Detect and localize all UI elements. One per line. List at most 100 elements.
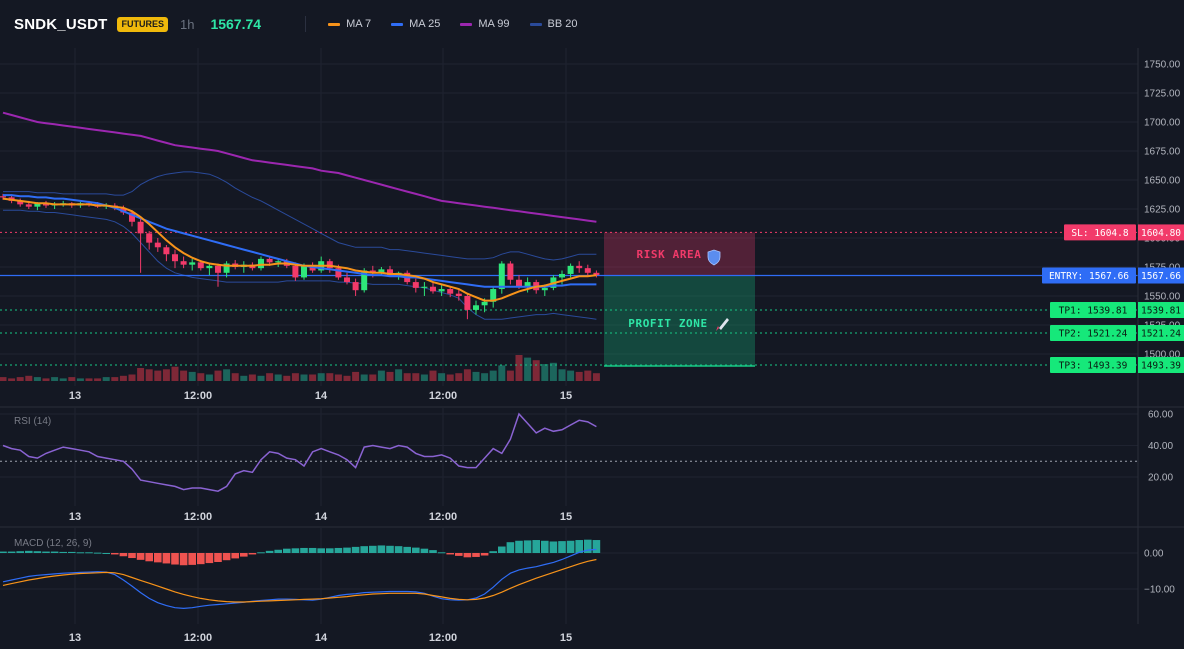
volume-bar <box>119 375 127 381</box>
legend-ma7[interactable]: MA 7 <box>328 18 371 30</box>
macd-histogram-bar <box>506 542 515 553</box>
symbol-name[interactable]: SNDK_USDT <box>14 15 108 33</box>
candle-body <box>258 258 264 269</box>
macd-histogram-bar <box>119 553 128 557</box>
macd-histogram-bar <box>326 548 334 553</box>
macd-title[interactable]: MACD (12, 26, 9) <box>14 538 92 549</box>
market-type-badge: FUTURES <box>117 16 168 32</box>
line-swatch-icon <box>391 22 404 26</box>
candle-body <box>189 262 196 265</box>
level-tags: SL: 1604.8 1604.80 ENTRY: 1567.66 1567.66 TP… <box>1042 224 1184 373</box>
candle-body <box>266 258 273 263</box>
tp2-tag <box>1050 325 1136 341</box>
chart-header: SNDK_USDT FUTURES 1h 1567.74 MA 7 MA 25 … <box>0 0 1184 48</box>
volume-bar <box>33 377 41 381</box>
stop-loss-price-text: 1604.80 <box>1141 228 1181 239</box>
volume-bar <box>498 365 506 381</box>
macd-histogram-bar <box>85 552 93 554</box>
candle-body <box>524 282 531 287</box>
tp3-price-box <box>1138 357 1184 373</box>
volume-bar <box>128 374 136 381</box>
time-tick-label: 12:00 <box>429 511 457 523</box>
time-tick-label: 12:00 <box>184 632 212 644</box>
candle-body <box>438 289 445 292</box>
time-tick-label: 14 <box>315 511 328 523</box>
time-tick-label: 13 <box>69 390 81 402</box>
candle-body <box>473 305 479 310</box>
macd-histogram-bar <box>136 553 145 560</box>
candle-body <box>25 204 32 207</box>
volume-bar <box>197 373 205 381</box>
macd-histogram-bar <box>25 550 33 553</box>
macd-pane: 0.00 −10.00 <box>0 539 1175 610</box>
candle-body <box>163 247 170 255</box>
entry-price-box <box>1138 267 1184 284</box>
macd-histogram-bar <box>472 553 480 557</box>
rsi-title[interactable]: RSI (14) <box>14 416 51 427</box>
candle-body <box>223 263 230 273</box>
volume-bar <box>463 369 471 381</box>
volume-bar <box>162 369 170 381</box>
macd-histogram-bar <box>394 546 403 553</box>
candle-body <box>498 263 505 290</box>
candle-body <box>172 254 178 262</box>
legend-bb20[interactable]: BB 20 <box>529 18 577 30</box>
tp3-price-text: 1493.39 <box>1141 361 1181 372</box>
volume-bar <box>360 374 368 381</box>
legend-ma99[interactable]: MA 99 <box>460 18 510 30</box>
volume-bar <box>592 373 600 381</box>
macd-histogram-bar <box>179 553 188 566</box>
trade-zones: RISK AREA PROFIT ZONE <box>604 232 755 367</box>
candle-body <box>464 296 471 310</box>
macd-histogram-bar <box>377 545 386 553</box>
rsi-pane: 60.00 40.00 20.00 <box>0 410 1173 492</box>
macd-histogram-bar <box>274 549 282 553</box>
rsi-tick-label: 20.00 <box>1148 473 1173 484</box>
price-tick-label: 1650.00 <box>1144 176 1181 187</box>
risk-area-box[interactable] <box>604 232 755 276</box>
last-price: 1567.74 <box>210 16 262 32</box>
candle-body <box>412 282 419 288</box>
entry-price-text: 1567.66 <box>1141 271 1181 282</box>
candle-body <box>335 268 342 278</box>
volume-bar <box>541 364 549 381</box>
volume-bar <box>76 378 84 381</box>
macd-histogram-bar <box>171 553 179 565</box>
macd-histogram-bar <box>145 553 153 562</box>
candle-body <box>120 207 127 213</box>
candle-body <box>292 265 299 278</box>
tp1-price-box <box>1138 302 1184 318</box>
candle-body <box>576 265 583 269</box>
timeframe-label[interactable]: 1h <box>179 16 195 32</box>
volume-bar <box>145 369 153 381</box>
time-axis-rsi: 13 12:00 14 12:00 15 <box>69 511 572 523</box>
volume-bar <box>188 371 196 381</box>
price-tick-label: 1550.00 <box>1144 292 1181 303</box>
volume-bar <box>438 373 446 381</box>
volume-bar <box>223 369 231 381</box>
legend-label: MA 7 <box>346 18 372 30</box>
macd-histogram-bar <box>446 553 454 555</box>
rsi-line <box>2 412 597 492</box>
candle-body <box>481 301 488 306</box>
candle-body <box>301 265 307 278</box>
macd-histogram-bar <box>240 553 248 557</box>
candle-body <box>559 273 565 278</box>
candle-body <box>326 261 333 269</box>
profit-zone-box[interactable] <box>604 275 755 366</box>
legend-ma25[interactable]: MA 25 <box>391 18 440 30</box>
macd-histogram-bar <box>549 541 558 553</box>
macd-histogram-bar <box>68 551 76 553</box>
macd-histogram-bar <box>248 553 257 555</box>
macd-histogram-bar <box>300 547 308 553</box>
level-lines <box>0 231 1138 366</box>
candle-body <box>421 286 428 288</box>
volume-bar <box>51 377 59 381</box>
bollinger-bands <box>3 171 597 320</box>
candle-body <box>378 269 385 273</box>
shield-shape <box>707 249 721 266</box>
tp2-price-box <box>1138 325 1184 341</box>
candle-body <box>567 265 574 274</box>
macd-histogram-bar <box>128 553 136 559</box>
